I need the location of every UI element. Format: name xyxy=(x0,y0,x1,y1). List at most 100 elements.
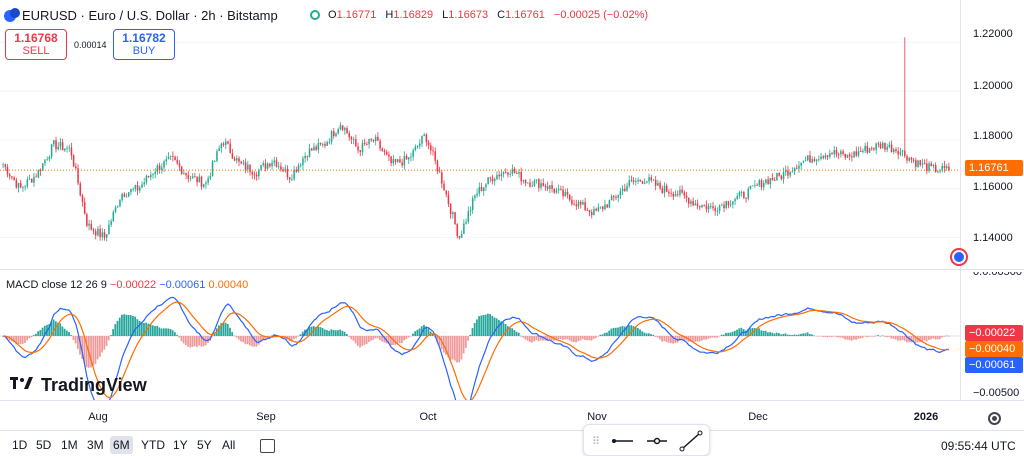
candle-body xyxy=(229,143,231,154)
histogram-bar xyxy=(694,336,697,342)
candle-body xyxy=(782,172,785,180)
candle-body xyxy=(99,228,101,238)
candle-body xyxy=(597,207,600,211)
candle-body xyxy=(796,167,798,169)
histogram-bar xyxy=(581,336,584,340)
candle-body xyxy=(55,140,57,150)
market-status-icon[interactable] xyxy=(310,10,320,20)
candle-body xyxy=(244,162,247,170)
range-1y-button[interactable]: 1Y xyxy=(173,438,188,452)
range-5y-button[interactable]: 5Y xyxy=(197,438,212,452)
candle-body xyxy=(191,176,194,179)
range-6m-button[interactable]: 6M xyxy=(110,436,133,454)
candle-body xyxy=(337,129,339,134)
candle-body xyxy=(527,182,529,184)
histogram-bar xyxy=(837,336,840,338)
candle-body xyxy=(888,144,891,147)
point-line-icon[interactable] xyxy=(644,429,670,453)
histogram-bar xyxy=(447,336,450,358)
candle-body xyxy=(105,234,108,238)
gear-icon[interactable] xyxy=(988,412,1001,425)
candle-body xyxy=(363,143,366,145)
candle-body xyxy=(683,192,686,196)
histogram-bar xyxy=(248,336,251,346)
line-icon[interactable] xyxy=(610,429,636,453)
candle-body xyxy=(291,178,293,180)
candle-body xyxy=(928,163,930,172)
histogram-bar xyxy=(491,315,494,336)
candle-body xyxy=(315,146,317,150)
candle-body xyxy=(895,149,897,152)
signal-badge: −0.00061 xyxy=(965,357,1023,373)
histogram-bar xyxy=(407,336,410,338)
range-1m-button[interactable]: 1M xyxy=(61,438,78,452)
candle-body xyxy=(454,212,456,224)
go-to-realtime-icon[interactable] xyxy=(950,248,968,266)
histogram-bar xyxy=(513,330,516,336)
histogram-bar xyxy=(381,336,383,342)
range-1d-button[interactable]: 1D xyxy=(12,438,28,452)
candle-body xyxy=(401,162,403,166)
candle-body xyxy=(498,174,500,177)
time-axis[interactable]: Aug Sep Oct Nov Dec 2026 xyxy=(0,400,1024,430)
utc-clock[interactable]: 09:55:44 UTC xyxy=(941,439,1016,453)
histogram-bar xyxy=(813,335,816,337)
histogram-bar xyxy=(378,336,381,340)
range-all-button[interactable]: All xyxy=(222,438,236,452)
candle-body xyxy=(370,139,373,141)
range-ytd-button[interactable]: YTD xyxy=(141,438,165,452)
candle-body xyxy=(646,181,648,183)
candle-body xyxy=(310,148,313,151)
histogram-bar xyxy=(143,322,145,336)
price-chart[interactable] xyxy=(0,0,960,270)
histogram-bar xyxy=(943,336,946,337)
price-axis[interactable]: 1.22000 1.20000 1.18000 1.16000 1.14000 … xyxy=(960,0,1024,400)
range-3m-button[interactable]: 3M xyxy=(87,438,104,452)
histogram-bar xyxy=(147,323,150,336)
macd-value: −0.00022 xyxy=(109,279,157,291)
histogram-bar xyxy=(495,318,498,336)
calendar-goto-icon[interactable] xyxy=(260,439,275,453)
histogram-bar xyxy=(879,335,882,337)
histogram-bar xyxy=(462,336,465,354)
histogram-bar xyxy=(334,330,337,336)
histogram-bar xyxy=(469,334,472,336)
candle-body xyxy=(357,146,359,151)
candle-body xyxy=(410,156,412,158)
histogram-bar xyxy=(912,336,915,343)
symbol-title[interactable]: EURUSD · Euro / U.S. Dollar · 2h · Bitst… xyxy=(22,8,278,23)
candle-body xyxy=(90,223,93,230)
drag-handle-icon[interactable]: ⠿ xyxy=(592,436,601,448)
candle-body xyxy=(114,207,117,212)
candle-body xyxy=(17,182,20,188)
histogram-bar xyxy=(786,334,789,336)
candle-body xyxy=(564,192,567,197)
histogram-bar xyxy=(650,334,652,336)
candle-body xyxy=(330,131,333,142)
range-5d-button[interactable]: 5D xyxy=(36,438,52,452)
candle-body xyxy=(141,184,143,188)
tradingview-logo[interactable]: TradingView xyxy=(10,375,147,396)
histogram-bar xyxy=(361,336,364,347)
candle-body xyxy=(255,174,258,177)
candle-body xyxy=(619,190,622,196)
candle-body xyxy=(787,170,789,176)
buy-button[interactable]: 1.16782 BUY xyxy=(113,29,175,60)
macd-chart[interactable] xyxy=(0,272,960,400)
candle-body xyxy=(119,199,121,207)
sell-button[interactable]: 1.16768 SELL xyxy=(5,29,67,60)
candle-body xyxy=(299,165,302,166)
price-change: −0.00025 (−0.02%) xyxy=(553,9,649,21)
histogram-bar xyxy=(173,332,176,336)
histogram-bar xyxy=(819,336,822,337)
candle-body xyxy=(421,136,423,144)
histogram-bar xyxy=(689,336,692,342)
macd-legend[interactable]: MACD close 12 26 9 −0.00022 −0.00061 0.0… xyxy=(6,279,248,291)
candle-body xyxy=(714,208,716,212)
histogram-bar xyxy=(363,336,366,345)
histogram-bar xyxy=(52,319,55,336)
pane-divider[interactable] xyxy=(0,269,1024,270)
candle-body xyxy=(42,163,44,172)
trend-line-icon[interactable] xyxy=(678,429,704,453)
histogram-bar xyxy=(749,328,752,336)
